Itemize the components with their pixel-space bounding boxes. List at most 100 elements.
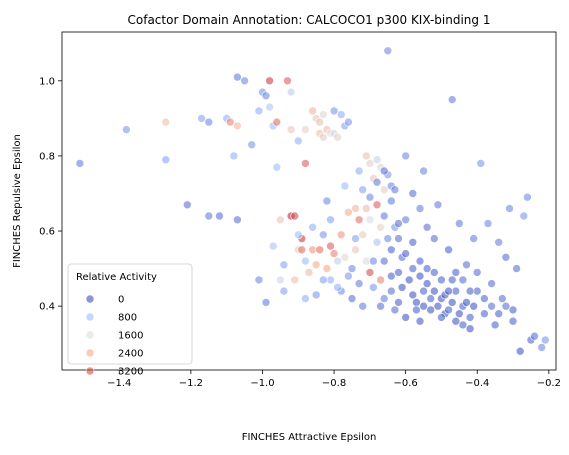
data-point [358,185,368,194]
data-point [215,211,224,221]
data-point [161,155,171,164]
data-point [265,76,274,86]
x-tick-label: −0.8 [322,378,346,389]
data-point [422,264,432,273]
data-point [408,290,418,300]
data-point [447,275,457,285]
y-axis-label: FINCHES Repulsive Epsilon [12,134,23,268]
data-point [161,117,171,127]
data-point [401,313,411,322]
data-point [379,294,389,303]
data-point [308,223,317,232]
data-point [268,241,278,251]
data-point [537,343,547,352]
data-point [336,110,346,119]
x-tick-label: −1.0 [250,378,274,389]
data-point [376,301,385,311]
y-tick-label: 0.8 [39,151,55,162]
data-point [415,316,425,326]
data-point [225,117,235,127]
data-point [401,249,411,258]
data-point [480,309,489,319]
data-point [279,260,289,270]
data-point [386,245,396,255]
data-point [476,159,486,168]
data-point [501,252,511,262]
data-point [394,219,403,228]
data-point [279,286,289,296]
data-point [429,234,439,243]
data-point [419,286,428,296]
data-point [379,185,389,194]
legend-label: 800 [118,313,137,324]
data-point [447,95,457,104]
data-point [512,264,521,273]
x-axis-label: FINCHES Attractive Epsilon [242,432,377,443]
data-point [451,268,461,277]
data-point [401,215,411,225]
data-point [308,106,317,116]
legend-entries: 0 800 1600 2400 3200 [85,295,143,378]
legend-label: 3200 [118,367,143,378]
data-point [254,275,264,285]
data-point [383,46,393,56]
data-point [447,298,457,307]
data-point [458,275,468,285]
data-point [390,185,400,194]
data-point [283,76,292,86]
data-point [397,283,407,292]
data-point [272,117,282,127]
data-point [465,313,475,322]
data-point [361,204,371,213]
data-point [293,136,303,146]
data-point [333,283,342,292]
data-point [344,271,353,281]
data-point [419,166,428,176]
data-point [372,177,382,187]
data-point [301,294,310,303]
data-point [415,204,425,213]
data-point [501,301,511,311]
x-tick-label: −1.4 [107,378,131,389]
data-point [354,166,364,176]
data-point [490,320,500,330]
data-point [361,256,371,266]
data-point [508,305,518,315]
data-point [365,215,375,225]
data-point [276,275,285,285]
data-point [408,264,418,273]
data-point [386,196,396,206]
data-point [365,192,375,202]
data-point [347,294,357,303]
data-point [333,256,342,266]
legend-label: 2400 [118,349,143,360]
data-point [394,298,403,307]
data-point [372,238,382,247]
data-point [75,159,85,168]
data-point [415,271,425,281]
data-point [422,223,432,232]
data-point [261,298,271,307]
data-point [469,301,479,311]
data-point [519,211,529,221]
data-point [318,132,328,142]
data-point [204,117,214,127]
data-point [329,249,339,258]
data-point [508,316,518,326]
data-point [415,256,425,266]
y-tick-label: 1.0 [39,76,55,87]
data-point [354,279,364,288]
data-point [261,91,271,101]
data-point [297,245,307,255]
data-point [197,114,206,123]
data-point [372,155,382,164]
data-point [422,279,432,288]
data-point [322,196,332,206]
data-point [204,211,214,221]
data-point [315,245,325,255]
data-point [408,238,418,247]
data-point [540,335,550,345]
data-point [311,260,321,270]
data-point [122,125,131,134]
legend-title: Relative Activity [76,272,157,283]
